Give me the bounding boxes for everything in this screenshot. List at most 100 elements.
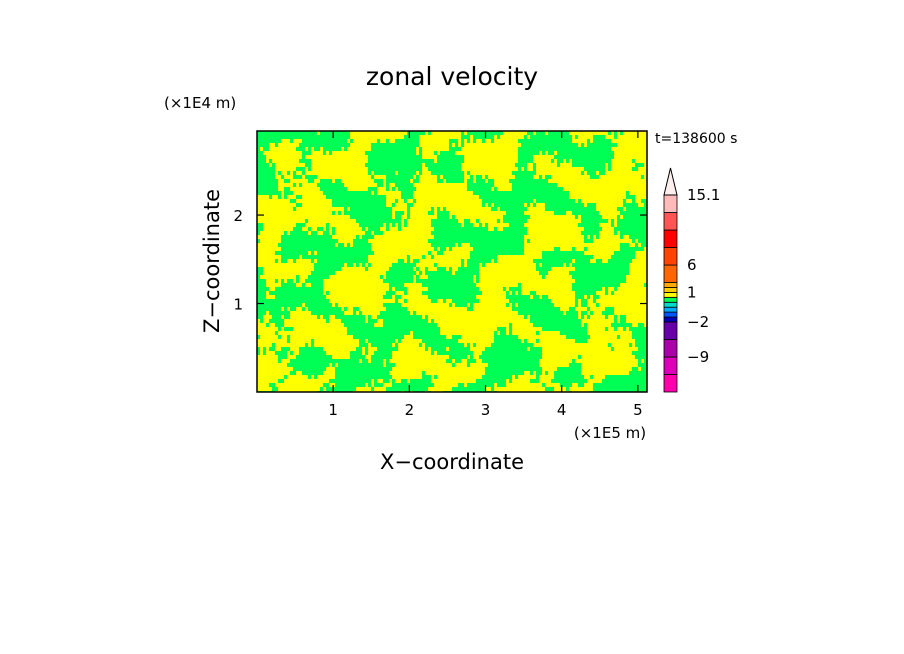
field-cells bbox=[257, 283, 647, 287]
field-cells bbox=[296, 203, 647, 207]
field-cells bbox=[281, 255, 635, 259]
y-tick-label: 2 bbox=[233, 207, 243, 225]
x-tick-label: 3 bbox=[481, 401, 491, 419]
field-cells bbox=[257, 303, 599, 307]
time-label: t=138600 s bbox=[655, 131, 737, 147]
colorbar-swatch bbox=[663, 282, 678, 288]
colorbar-swatch bbox=[663, 356, 678, 375]
colorbar-swatch bbox=[663, 264, 678, 283]
field-cells bbox=[257, 131, 623, 135]
field-cells bbox=[257, 159, 635, 163]
colorbar-label: −2 bbox=[687, 313, 709, 331]
field-cells bbox=[257, 227, 647, 231]
field-cells bbox=[257, 143, 617, 147]
colorbar-swatch bbox=[663, 296, 678, 303]
field-cells bbox=[257, 223, 647, 227]
field-cells bbox=[332, 211, 647, 215]
field-cells bbox=[314, 263, 629, 267]
field-cells bbox=[260, 319, 626, 323]
field-cells bbox=[257, 295, 599, 299]
field-cells bbox=[278, 359, 647, 363]
plot-frame bbox=[256, 130, 648, 393]
y-tick-label: 1 bbox=[233, 296, 243, 314]
field-cells bbox=[257, 307, 614, 311]
field-cells bbox=[257, 287, 617, 291]
field-cells bbox=[257, 151, 614, 155]
field-cells bbox=[290, 199, 647, 203]
field-cells bbox=[281, 247, 644, 251]
field-cells bbox=[278, 327, 647, 331]
field-cells bbox=[257, 163, 644, 167]
x-axis-unit: (×1E5 m) bbox=[574, 424, 646, 442]
colorbar-swatch bbox=[663, 212, 678, 231]
colorbar-swatch bbox=[663, 316, 678, 323]
field-cells bbox=[257, 175, 644, 179]
colorbar-swatch bbox=[663, 247, 678, 266]
colorbar-extend-arrow bbox=[663, 167, 678, 196]
field-cells bbox=[257, 239, 647, 243]
colorbar-swatch bbox=[663, 287, 678, 293]
field-cells bbox=[257, 167, 638, 171]
y-axis-label: Z−coordinate bbox=[200, 189, 224, 333]
field-cells bbox=[278, 355, 647, 359]
x-tick-label: 4 bbox=[557, 401, 567, 419]
field-cells bbox=[290, 371, 647, 375]
colorbar-label: −9 bbox=[687, 348, 709, 366]
field-cells bbox=[275, 259, 632, 263]
field-cells bbox=[257, 291, 614, 295]
colorbar-swatch bbox=[663, 321, 678, 340]
field-cells bbox=[269, 195, 635, 199]
field-cells bbox=[275, 251, 635, 255]
colorbar bbox=[663, 167, 678, 393]
field-cells bbox=[257, 171, 605, 175]
x-tick-label: 5 bbox=[633, 401, 643, 419]
field-cells bbox=[257, 147, 611, 151]
colorbar-swatch bbox=[663, 229, 678, 248]
colorbar-swatch bbox=[663, 339, 678, 358]
field-cells bbox=[257, 299, 596, 303]
field-cells bbox=[257, 335, 647, 339]
field-cells bbox=[257, 135, 617, 139]
field-cells bbox=[257, 183, 557, 187]
colorbar-label: 1 bbox=[687, 283, 697, 301]
field-cells bbox=[257, 315, 626, 319]
field-cells bbox=[287, 363, 647, 367]
field-cells bbox=[257, 155, 614, 159]
heatmap-field bbox=[257, 131, 647, 392]
field-cells bbox=[287, 339, 647, 343]
field-cells bbox=[272, 343, 647, 347]
chart-title: zonal velocity bbox=[366, 62, 538, 91]
colorbar-swatch bbox=[663, 306, 678, 313]
colorbar-label: 15.1 bbox=[687, 186, 720, 204]
field-cells bbox=[275, 331, 647, 335]
field-cells bbox=[257, 311, 614, 315]
y-axis-ticks: 12 bbox=[233, 207, 647, 314]
field-cells bbox=[278, 379, 647, 383]
field-cells bbox=[293, 207, 647, 211]
field-cells bbox=[350, 215, 647, 219]
y-axis-unit: (×1E4 m) bbox=[164, 94, 236, 112]
x-tick-label: 1 bbox=[328, 401, 338, 419]
x-axis-label: X−coordinate bbox=[380, 450, 524, 474]
colorbar-labels: 15.1 6 1 −2 −9 bbox=[687, 186, 720, 366]
field-cells bbox=[257, 139, 611, 143]
field-cells bbox=[257, 347, 647, 351]
field-cells bbox=[257, 279, 626, 283]
field-cells bbox=[284, 375, 647, 379]
colorbar-swatch bbox=[663, 301, 678, 308]
field-cells bbox=[278, 243, 647, 247]
colorbar-swatch bbox=[663, 311, 678, 318]
field-cells bbox=[257, 231, 647, 235]
field-cells bbox=[257, 351, 647, 355]
field-cells bbox=[257, 275, 626, 279]
field-cells bbox=[257, 179, 548, 183]
field-cells bbox=[257, 267, 629, 271]
field-cells bbox=[281, 235, 647, 239]
field-cells bbox=[269, 383, 647, 387]
colorbar-swatch bbox=[663, 194, 678, 213]
field-cells bbox=[305, 219, 647, 223]
x-tick-label: 2 bbox=[405, 401, 415, 419]
field-cells bbox=[257, 191, 629, 195]
x-axis-ticks: 1 2 3 4 5 bbox=[328, 131, 643, 419]
